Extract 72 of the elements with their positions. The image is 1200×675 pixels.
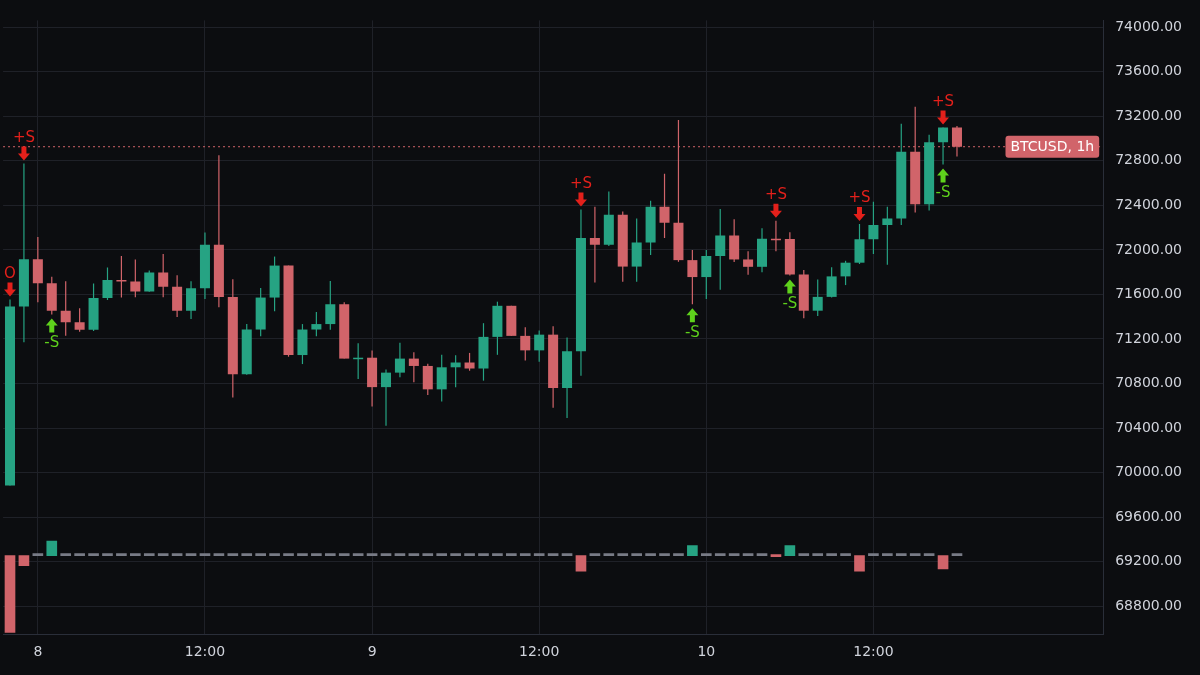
bar <box>937 555 949 570</box>
candlestick <box>74 307 85 333</box>
candlestick <box>422 363 433 396</box>
candlestick <box>589 206 600 284</box>
candlestick <box>394 342 405 378</box>
annotation: O <box>4 263 16 282</box>
ref-line-label: BTCUSD, 1h <box>1010 138 1095 155</box>
bar <box>575 555 587 572</box>
candlestick <box>659 173 670 239</box>
annotation: -S <box>782 293 798 312</box>
candlestick <box>380 368 392 427</box>
candlestick <box>715 208 726 291</box>
candlestick <box>186 280 197 320</box>
candlestick <box>32 236 43 303</box>
candlestick <box>408 351 419 383</box>
annotation: +S <box>848 188 871 207</box>
annotation: -S <box>935 182 951 201</box>
candlestick <box>882 206 893 266</box>
bar <box>784 545 796 556</box>
y-tick-label: 72000.00 <box>1115 240 1183 257</box>
annotation: +S <box>12 127 35 146</box>
y-tick-label: 70800.00 <box>1115 374 1183 391</box>
candlestick <box>854 223 865 265</box>
bar <box>687 545 698 556</box>
bar <box>854 555 865 572</box>
y-tick-label: 73600.00 <box>1115 62 1183 79</box>
candlestick <box>144 269 155 293</box>
bar <box>4 555 16 633</box>
candlestick <box>826 266 837 299</box>
y-tick-label: 72800.00 <box>1115 151 1183 168</box>
bar <box>46 540 58 556</box>
candlestick <box>311 311 322 337</box>
y-tick-label: 72400.00 <box>1115 195 1183 212</box>
bar <box>770 554 782 557</box>
annotation: -S <box>684 322 700 341</box>
candlestick <box>687 249 698 305</box>
y-tick-label: 73200.00 <box>1115 106 1183 123</box>
y-tick-label: 70000.00 <box>1115 463 1183 480</box>
bar <box>18 555 30 566</box>
x-tick-label: 12:00 <box>853 643 894 660</box>
y-tick-label: 70400.00 <box>1115 418 1183 435</box>
y-tick-label: 71200.00 <box>1115 329 1183 346</box>
candlestick <box>938 126 949 166</box>
y-tick-label: 69600.00 <box>1115 507 1183 524</box>
candlestick <box>812 279 823 317</box>
y-tick-label: 69200.00 <box>1115 552 1183 569</box>
y-tick-label: 71600.00 <box>1115 285 1183 302</box>
candlestick <box>520 326 531 362</box>
candlestick <box>840 260 851 286</box>
x-tick-label: 9 <box>367 643 377 660</box>
candlestick <box>60 280 71 337</box>
annotation: +S <box>764 185 787 204</box>
candlestick <box>534 329 545 363</box>
candlestick <box>158 253 169 298</box>
candlestick <box>729 218 740 263</box>
candlestick <box>130 258 141 298</box>
annotation: +S <box>569 173 593 192</box>
candlestick <box>743 250 754 276</box>
candlestick <box>436 354 447 402</box>
candlestick <box>116 255 127 299</box>
y-tick-label: 68800.00 <box>1115 596 1183 613</box>
x-tick-label: 10 <box>697 643 716 660</box>
annotation: -S <box>44 332 60 351</box>
x-tick-label: 12:00 <box>519 643 560 660</box>
y-tick-label: 74000.00 <box>1115 17 1183 34</box>
candlestick <box>701 249 712 300</box>
candlestick <box>868 201 879 255</box>
x-tick-label: 8 <box>33 643 43 660</box>
x-tick-label: 12:00 <box>184 643 226 660</box>
candlestick <box>102 266 113 301</box>
annotation: +S <box>932 91 955 110</box>
candlestick <box>325 280 336 331</box>
